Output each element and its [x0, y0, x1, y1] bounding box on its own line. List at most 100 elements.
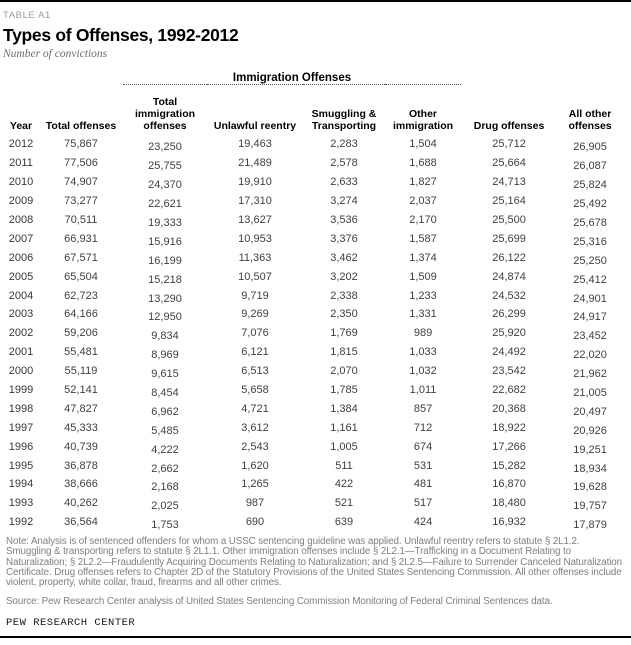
total-immigration-offenses-cell: 2,025	[151, 500, 179, 513]
total-offenses-cell: 45,333	[64, 421, 98, 434]
unlawful-reentry-cell: 10,507	[238, 270, 272, 283]
unlawful-reentry-cell: 5,658	[241, 384, 269, 397]
group-header-spacer-right	[461, 67, 623, 84]
all-other-offenses-cell: 20,926	[573, 424, 607, 437]
total-immigration-offenses-cell: 4,222	[151, 443, 179, 456]
offenses-table: Immigration Offenses Year Total offenses…	[3, 67, 623, 532]
drug-offenses-cell: 20,368	[492, 402, 526, 415]
other-immigration-cell: 674	[413, 440, 433, 453]
year-cell: 1999	[8, 384, 34, 397]
other-immigration-cell: 1,331	[409, 308, 437, 321]
year-cell: 2009	[8, 195, 34, 208]
total-offenses-cell: 64,166	[64, 308, 98, 321]
other-immigration-cell: 1,011	[409, 384, 437, 397]
table-row: 2009 73,277 22,621 17,310 3,274 2,037 25…	[3, 192, 623, 211]
total-offenses-cell: 66,931	[64, 232, 98, 245]
all-other-offenses-cell: 23,452	[573, 330, 607, 343]
drug-offenses-cell: 24,492	[492, 346, 526, 359]
column-header-other-immigration: Other immigration	[392, 108, 454, 132]
unlawful-reentry-cell: 7,076	[241, 327, 269, 340]
total-immigration-offenses-cell: 25,755	[148, 160, 182, 173]
table-row: 2007 66,931 15,916 10,953 3,376 1,587 25…	[3, 229, 623, 248]
total-offenses-cell: 77,506	[64, 157, 98, 170]
drug-offenses-cell: 25,500	[492, 214, 526, 226]
drug-offenses-cell: 16,932	[492, 516, 526, 529]
year-cell: 2004	[8, 289, 34, 302]
year-cell: 2002	[8, 327, 34, 340]
smuggling-transporting-cell: 1,161	[330, 421, 358, 434]
year-cell: 1997	[8, 421, 34, 434]
total-immigration-offenses-cell: 12,950	[148, 311, 182, 324]
other-immigration-cell: 1,587	[409, 232, 437, 245]
total-offenses-cell: 65,504	[64, 270, 98, 283]
other-immigration-cell: 857	[413, 402, 433, 415]
drug-offenses-cell: 26,122	[492, 251, 526, 264]
total-offenses-cell: 52,141	[64, 384, 98, 397]
table-row: 1995 36,878 2,662 1,620 511 531 15,282 1…	[3, 456, 623, 475]
smuggling-transporting-cell: 521	[334, 497, 354, 510]
smuggling-transporting-cell: 3,462	[330, 251, 358, 264]
year-cell: 1996	[8, 440, 34, 453]
other-immigration-cell: 517	[413, 497, 433, 510]
column-header-unlawful-reentry: Unlawful reentry	[213, 120, 297, 132]
column-header-total-immigration-offenses: Total immigration offenses	[134, 96, 196, 132]
other-immigration-cell: 531	[413, 459, 433, 472]
table-row: 2012 75,867 23,250 19,463 2,283 1,504 25…	[3, 135, 623, 154]
smuggling-transporting-cell: 422	[334, 478, 354, 491]
all-other-offenses-cell: 25,412	[573, 273, 607, 286]
smuggling-transporting-cell: 2,578	[330, 157, 358, 170]
drug-offenses-cell: 25,712	[492, 138, 526, 151]
total-immigration-offenses-cell: 16,199	[148, 254, 182, 267]
total-immigration-offenses-cell: 8,454	[151, 387, 179, 400]
column-header-total-offenses: Total offenses	[45, 120, 117, 132]
table-row: 2002 59,206 9,834 7,076 1,769 989 25,920…	[3, 324, 623, 343]
total-immigration-offenses-cell: 6,962	[151, 405, 179, 418]
total-immigration-offenses-cell: 2,168	[151, 481, 179, 494]
total-immigration-offenses-cell: 15,218	[148, 273, 182, 286]
page-title: Types of Offenses, 1992-2012	[3, 25, 239, 45]
column-header-row: Year Total offenses Total immigration of…	[3, 84, 623, 135]
table-row: 2008 70,511 19,333 13,627 3,536 2,170 25…	[3, 211, 623, 230]
other-immigration-cell: 1,827	[409, 176, 437, 189]
note-text: Note: Analysis is of sentenced offenders…	[6, 535, 622, 589]
group-header-spacer-left	[3, 67, 123, 84]
table-row: 1998 47,827 6,962 4,721 1,384 857 20,368…	[3, 399, 623, 418]
all-other-offenses-cell: 26,087	[573, 160, 607, 173]
all-other-offenses-cell: 24,901	[573, 292, 607, 305]
all-other-offenses-cell: 22,020	[573, 349, 607, 362]
unlawful-reentry-cell: 1,620	[241, 459, 269, 472]
unlawful-reentry-cell: 1,265	[241, 478, 269, 491]
immigration-offenses-group-header: Immigration Offenses	[123, 67, 462, 85]
all-other-offenses-cell: 25,824	[573, 179, 607, 192]
other-immigration-cell: 424	[413, 516, 433, 529]
total-immigration-offenses-cell: 13,290	[148, 292, 182, 305]
drug-offenses-cell: 25,164	[492, 195, 526, 208]
drug-offenses-cell: 22,682	[492, 384, 526, 397]
table-row: 1992 36,564 1,753 690 639 424 16,932 17,…	[3, 513, 623, 532]
total-immigration-offenses-cell: 8,969	[151, 349, 179, 362]
total-offenses-cell: 55,481	[64, 346, 98, 359]
unlawful-reentry-cell: 17,310	[238, 195, 272, 208]
page-subtitle: Number of convictions	[3, 48, 108, 60]
total-offenses-cell: 55,119	[64, 365, 98, 378]
drug-offenses-cell: 24,874	[492, 270, 526, 283]
total-offenses-cell: 38,666	[64, 478, 98, 491]
all-other-offenses-cell: 25,316	[573, 235, 607, 248]
year-cell: 2007	[8, 232, 34, 245]
year-cell: 1993	[8, 497, 34, 510]
table-row: 2005 65,504 15,218 10,507 3,202 1,509 24…	[3, 267, 623, 286]
table-row: 2001 55,481 8,969 6,121 1,815 1,033 24,4…	[3, 343, 623, 362]
other-immigration-cell: 1,688	[409, 157, 437, 170]
year-cell: 1998	[8, 402, 34, 415]
year-cell: 2000	[8, 365, 34, 378]
smuggling-transporting-cell: 3,202	[330, 270, 358, 283]
total-immigration-offenses-cell: 19,333	[148, 217, 182, 229]
table-row: 1994 38,666 2,168 1,265 422 481 16,870 1…	[3, 475, 623, 494]
all-other-offenses-cell: 25,250	[573, 254, 607, 267]
year-cell: 2008	[8, 214, 34, 226]
total-offenses-cell: 40,739	[64, 440, 98, 453]
table-row: 2011 77,506 25,755 21,489 2,578 1,688 25…	[3, 154, 623, 173]
total-offenses-cell: 73,277	[64, 195, 98, 208]
total-offenses-cell: 67,571	[64, 251, 98, 264]
unlawful-reentry-cell: 4,721	[241, 402, 269, 415]
